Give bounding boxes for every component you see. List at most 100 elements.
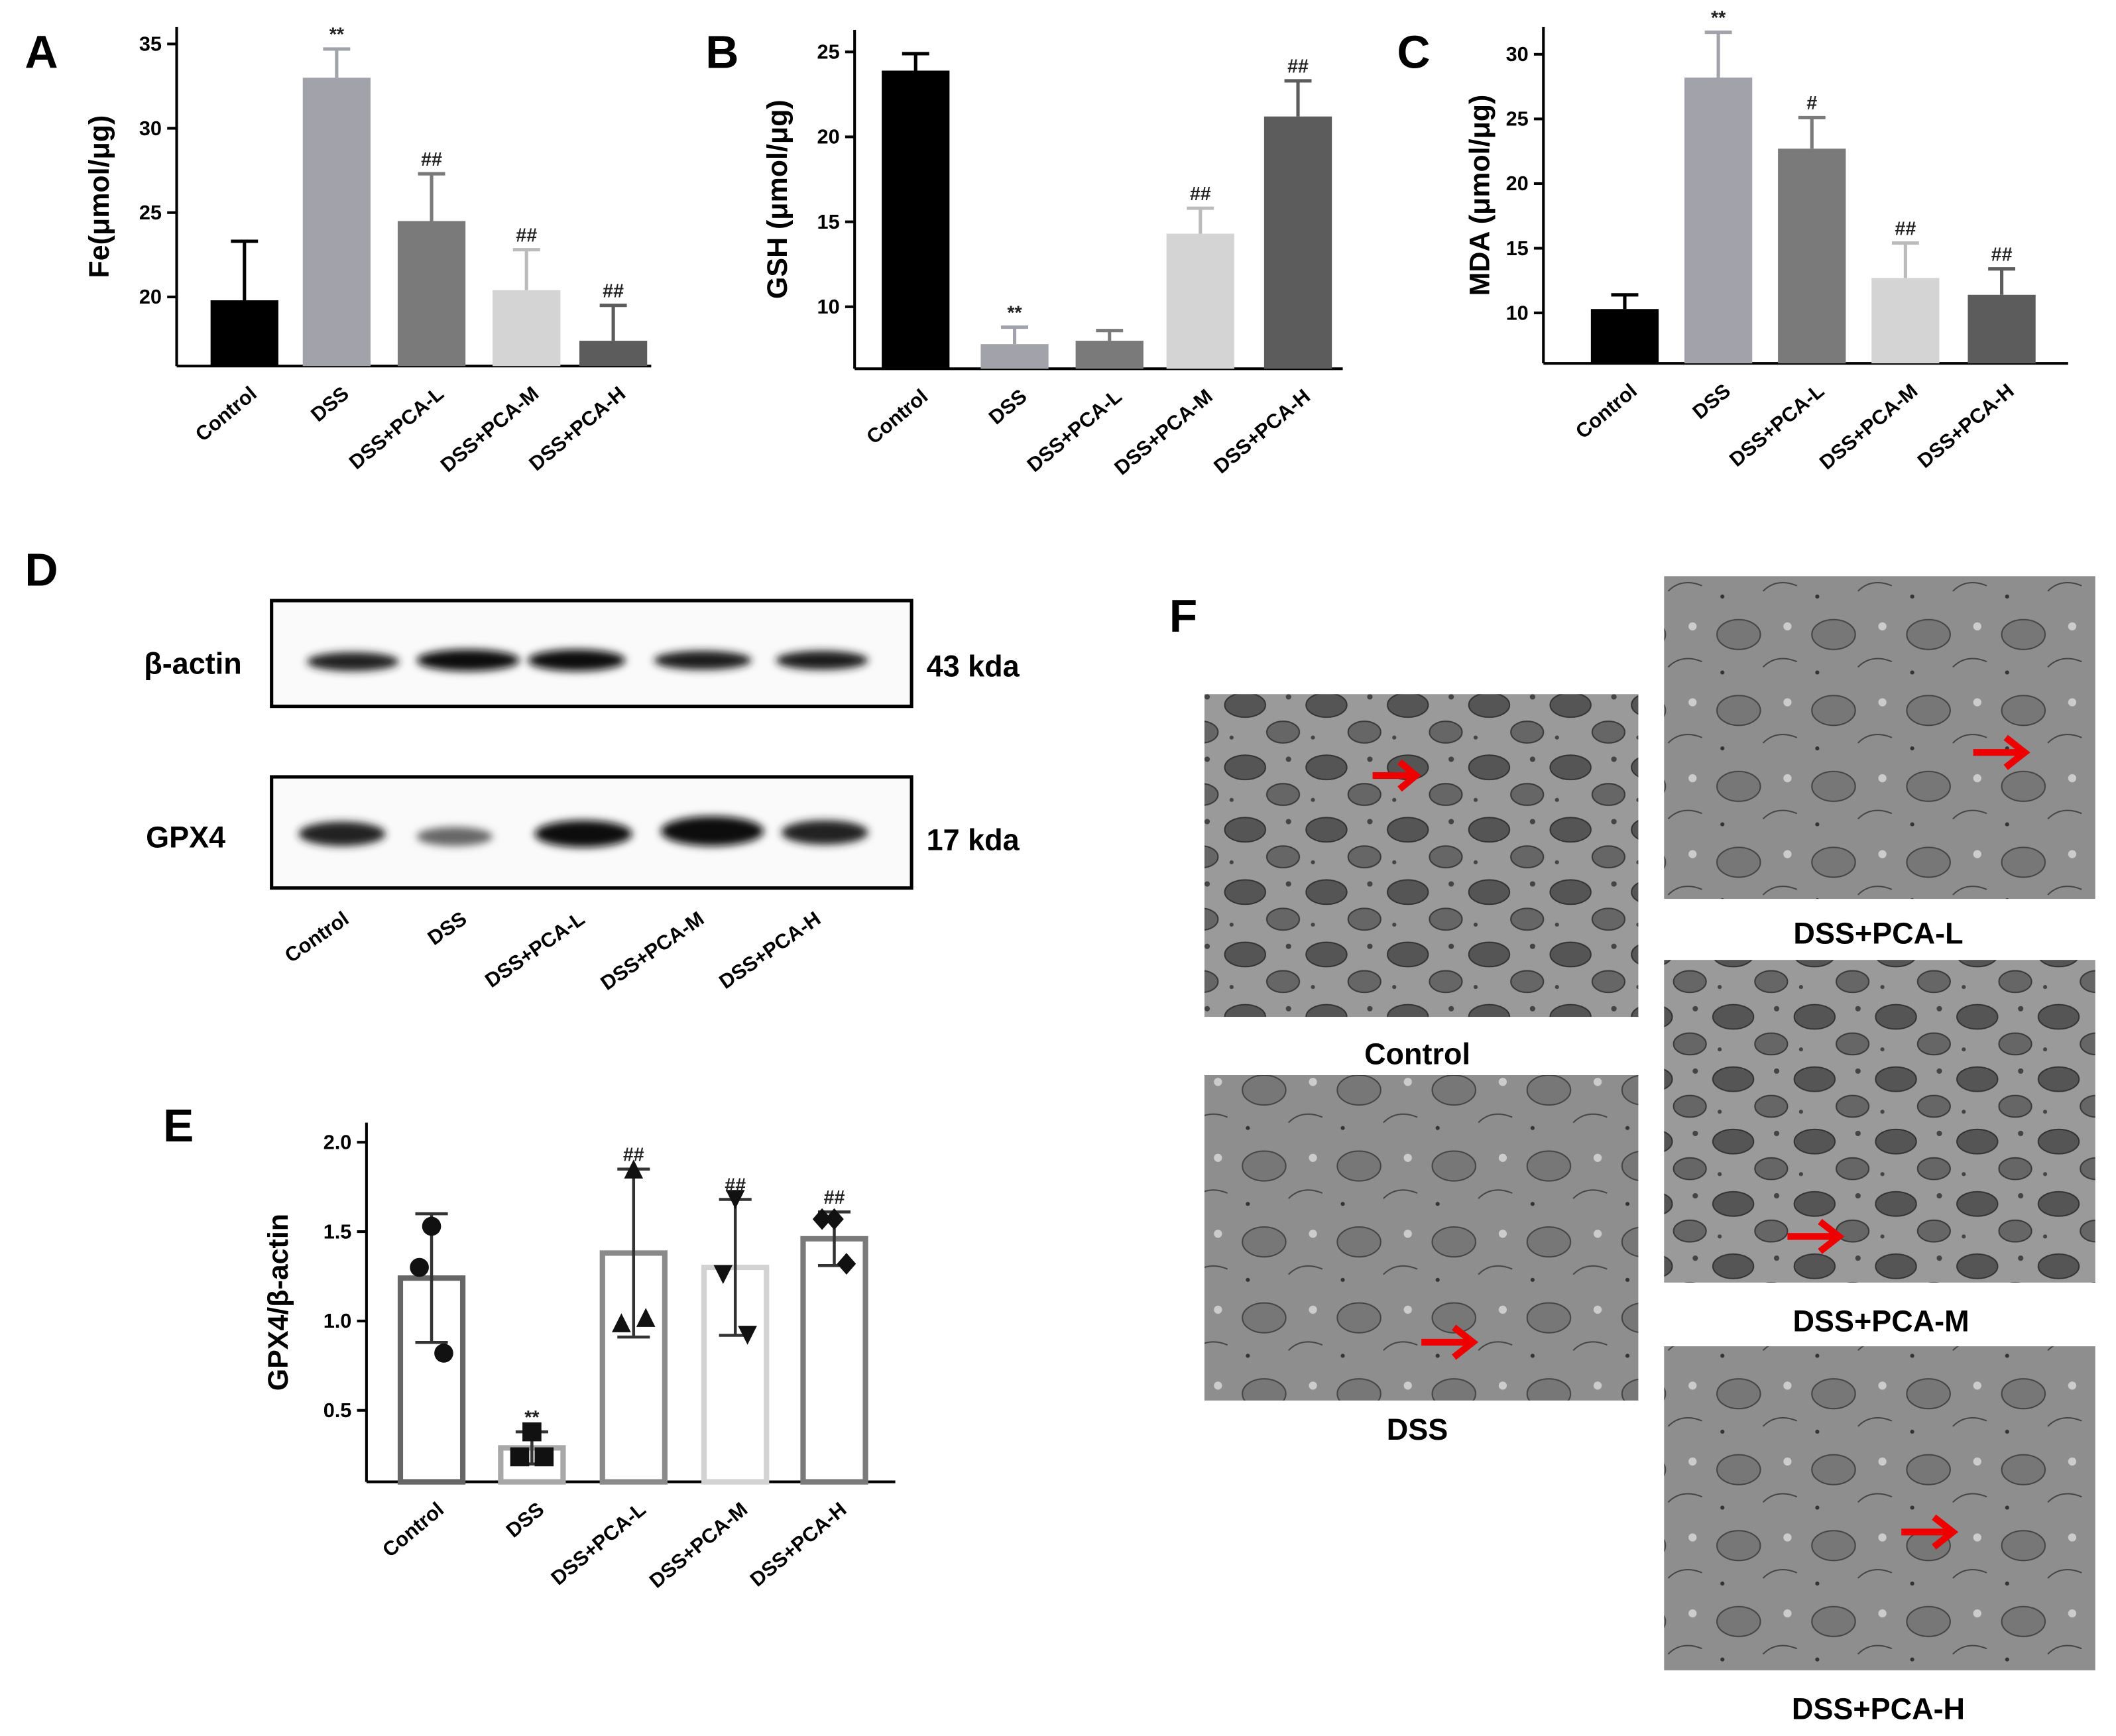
- panel-label: A: [25, 26, 58, 78]
- data-point: [434, 1344, 453, 1363]
- error-bar: [1284, 79, 1312, 117]
- significance-label: **: [1007, 302, 1022, 323]
- panel-label: F: [1169, 590, 1197, 642]
- x-tick-label: DSS+PCA-L: [345, 382, 448, 474]
- x-tick-label: DSS: [1688, 379, 1735, 424]
- y-tick-label: 15: [1506, 237, 1529, 260]
- error-bar: [418, 172, 445, 221]
- bar: [1166, 233, 1234, 369]
- y-axis-title: MDA (μmol/μg): [1464, 95, 1496, 296]
- bar: [397, 221, 466, 367]
- bar: [579, 341, 648, 367]
- x-tick-label: Control: [191, 382, 261, 446]
- y-tick-label: 30: [1506, 42, 1529, 66]
- y-tick-label: 30: [139, 117, 162, 140]
- y-tick-label: 20: [817, 125, 840, 148]
- lane-label: DSS+PCA-L: [481, 907, 589, 992]
- bar: [210, 300, 278, 367]
- significance-label: ##: [824, 1187, 845, 1208]
- y-tick-label: 10: [817, 295, 840, 318]
- significance-label: ##: [516, 225, 537, 246]
- bar: [980, 344, 1049, 369]
- panel-label: C: [1397, 26, 1430, 78]
- x-tick-label: DSS: [984, 384, 1031, 429]
- band-size: 17 kda: [927, 823, 1020, 856]
- data-point: [510, 1447, 530, 1467]
- data-point: [624, 1159, 644, 1179]
- y-tick-label: 25: [1506, 107, 1529, 131]
- bar: [1778, 148, 1846, 364]
- x-tick-label: DSS: [306, 382, 353, 426]
- error-bar: [902, 52, 929, 71]
- y-tick-label: 25: [817, 40, 840, 64]
- error-bar: [1187, 206, 1214, 234]
- data-point: [612, 1313, 631, 1332]
- y-tick-label: 20: [139, 285, 162, 308]
- band-size: 43 kda: [927, 650, 1020, 683]
- image-caption: DSS+PCA-L: [1793, 917, 1963, 951]
- y-tick-label: 15: [817, 210, 840, 233]
- error-bar: [1611, 293, 1639, 310]
- tem-image: [1664, 576, 2095, 899]
- data-point: [713, 1265, 733, 1285]
- significance-label: ##: [603, 280, 624, 302]
- lane-label: Control: [280, 907, 353, 967]
- y-axis-title: GSH (μmol/μg): [762, 99, 794, 299]
- data-point: [410, 1257, 429, 1277]
- bar: [882, 70, 950, 369]
- tem-image: [1204, 694, 1639, 1017]
- error-bar: [1988, 267, 2016, 295]
- tem-image: [1204, 1074, 1639, 1401]
- data-point: [725, 1190, 745, 1209]
- y-tick-label: 25: [139, 201, 162, 224]
- bar: [1968, 294, 2036, 364]
- image-caption: DSS+PCA-M: [1793, 1304, 1969, 1338]
- error-bar: [512, 248, 540, 290]
- significance-label: ##: [725, 1175, 746, 1196]
- bar: [1264, 116, 1332, 369]
- significance-label: ##: [623, 1144, 644, 1165]
- lane-labels: Control DSS DSS+PCA-L DSS+PCA-M DSS+PCA-…: [280, 907, 825, 995]
- significance-label: #: [1806, 93, 1817, 114]
- significance-label: ##: [1991, 244, 2013, 265]
- x-tick-label: DSS+PCA-L: [1725, 379, 1828, 471]
- error-bar: [1798, 115, 1826, 149]
- x-tick-label: DSS+PCA-M: [645, 1497, 752, 1592]
- band-name: GPX4: [146, 820, 225, 854]
- image-caption: Control: [1364, 1037, 1470, 1071]
- error-bar: [599, 304, 627, 341]
- x-tick-label: DSS+PCA-L: [546, 1497, 650, 1590]
- panel-label: B: [705, 26, 738, 78]
- data-point: [422, 1216, 441, 1236]
- band-name: β-actin: [144, 647, 241, 681]
- bar: [493, 290, 561, 367]
- error-bar: [1891, 241, 1919, 278]
- significance-label: ##: [1895, 218, 1916, 239]
- x-tick-label: Control: [1571, 379, 1641, 443]
- significance-label: **: [329, 25, 345, 46]
- significance-label: ##: [1287, 56, 1309, 78]
- bar: [1075, 341, 1144, 369]
- data-point: [522, 1422, 542, 1442]
- data-point: [837, 1253, 856, 1275]
- significance-label: ##: [1190, 184, 1211, 205]
- bar: [1590, 309, 1659, 364]
- y-tick-label: 35: [139, 32, 162, 56]
- significance-label: **: [1711, 7, 1726, 29]
- y-tick-label: 0.5: [323, 1399, 352, 1422]
- lane-label: DSS+PCA-H: [715, 907, 825, 994]
- x-tick-label: DSS: [502, 1497, 549, 1542]
- bar: [1871, 278, 1940, 364]
- significance-label: ##: [421, 149, 442, 170]
- error-bar: [1704, 30, 1732, 78]
- significance-label: **: [524, 1407, 540, 1428]
- x-tick-label: DSS+PCA-M: [436, 382, 544, 477]
- tem-image: [1664, 960, 2095, 1283]
- lane-label: DSS+PCA-M: [596, 907, 708, 995]
- x-tick-label: Control: [862, 384, 932, 449]
- y-tick-label: 1.5: [323, 1220, 352, 1243]
- lane-label: DSS: [424, 907, 471, 950]
- data-point: [636, 1308, 656, 1327]
